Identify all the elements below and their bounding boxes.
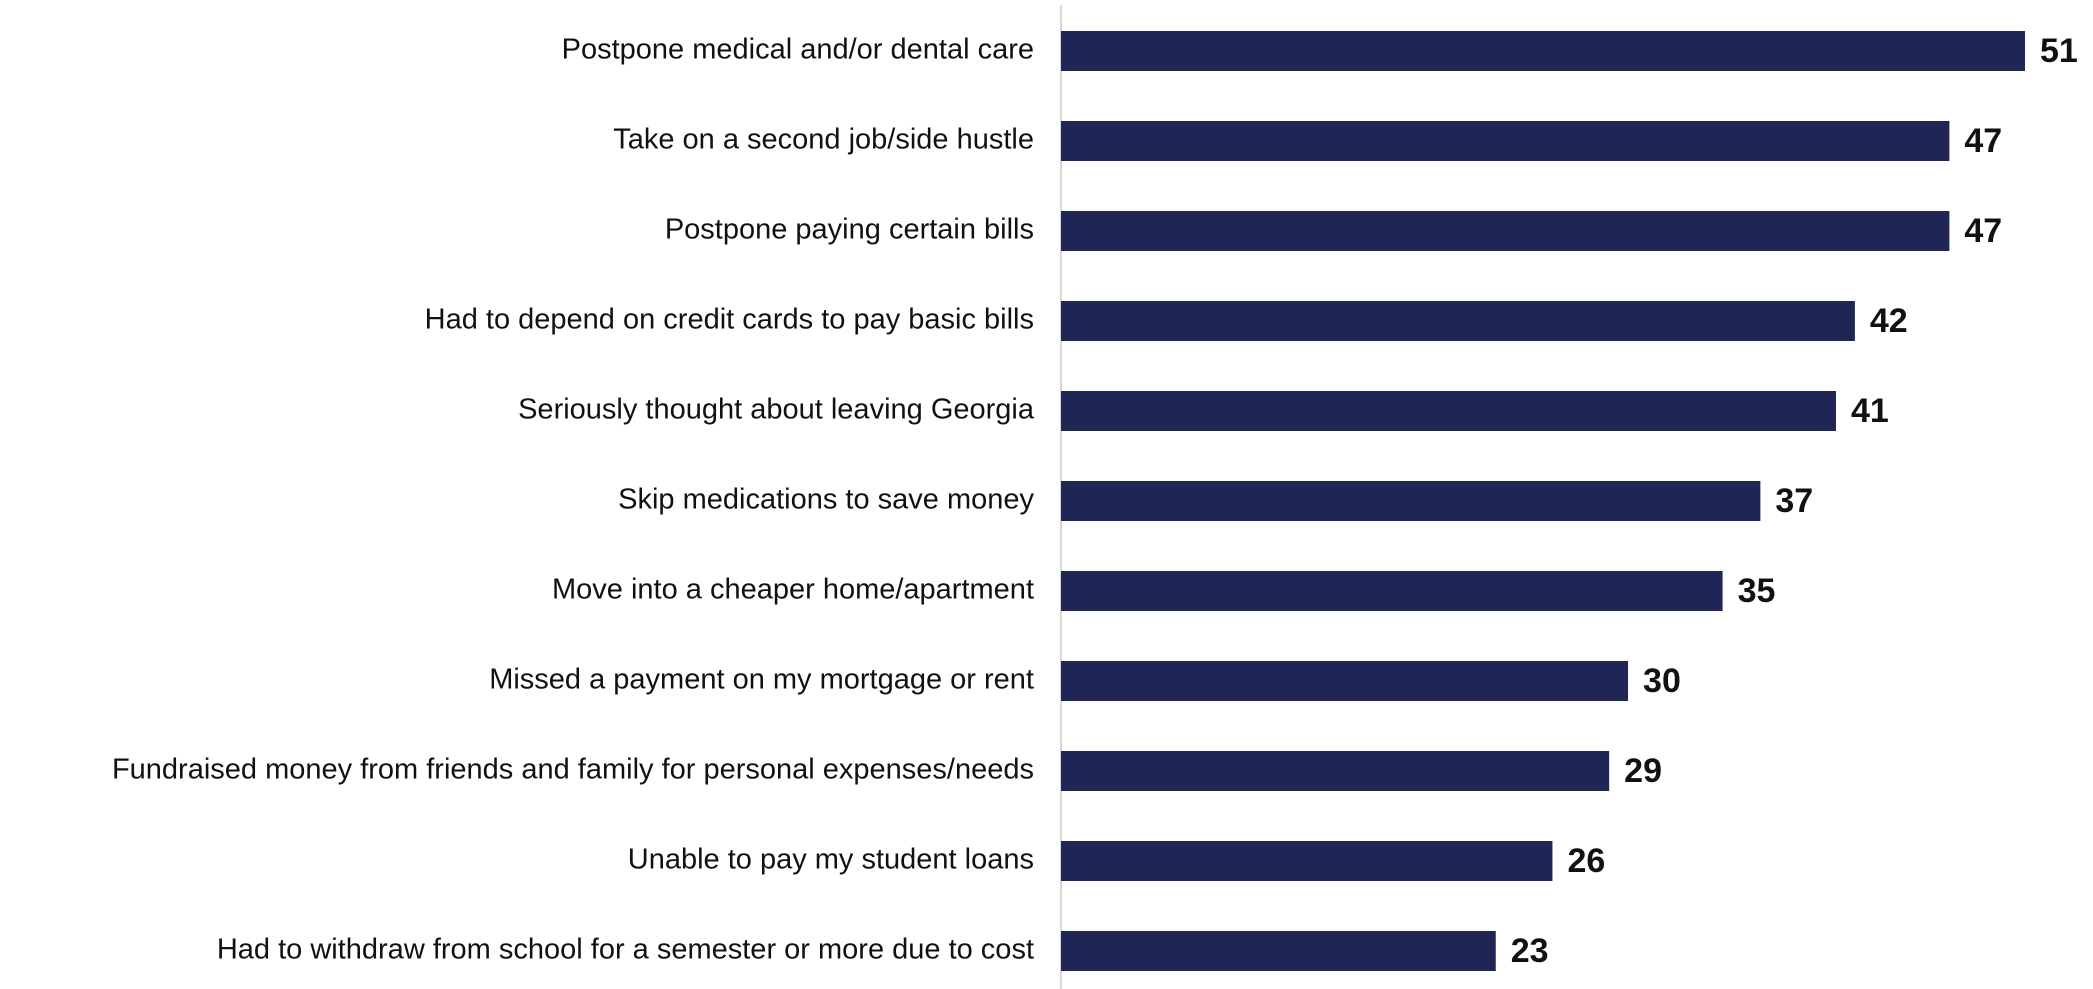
bar [1061, 391, 1836, 431]
value-label: 29 [1624, 752, 1662, 790]
value-label: 51 [2040, 32, 2078, 70]
bar [1061, 931, 1496, 971]
category-label: Fundraised money from friends and family… [112, 754, 1034, 786]
value-label: 30 [1643, 662, 1681, 700]
bar [1061, 31, 2025, 71]
category-label: Had to depend on credit cards to pay bas… [425, 304, 1034, 336]
value-label: 37 [1775, 482, 1813, 520]
bar [1061, 841, 1553, 881]
value-label: 26 [1567, 842, 1605, 880]
bar [1061, 301, 1855, 341]
category-label: Postpone paying certain bills [665, 214, 1034, 246]
category-label: Unable to pay my student loans [628, 844, 1034, 876]
bar [1061, 211, 1950, 251]
bar [1061, 481, 1761, 521]
value-label: 47 [1964, 122, 2002, 160]
category-label: Postpone medical and/or dental care [562, 34, 1034, 66]
value-label: 23 [1511, 932, 1549, 970]
category-label: Take on a second job/side hustle [613, 124, 1034, 156]
bar [1061, 571, 1723, 611]
bar [1061, 661, 1629, 701]
category-label: Had to withdraw from school for a semest… [217, 934, 1034, 966]
bar [1061, 121, 1950, 161]
value-label: 41 [1851, 392, 1889, 430]
value-label: 42 [1870, 302, 1908, 340]
category-label: Missed a payment on my mortgage or rent [489, 664, 1034, 696]
category-label: Skip medications to save money [618, 484, 1034, 516]
value-label: 35 [1738, 572, 1776, 610]
value-label: 47 [1964, 212, 2002, 250]
bar [1061, 751, 1610, 791]
category-label: Seriously thought about leaving Georgia [518, 394, 1035, 426]
category-label: Move into a cheaper home/apartment [552, 574, 1034, 606]
